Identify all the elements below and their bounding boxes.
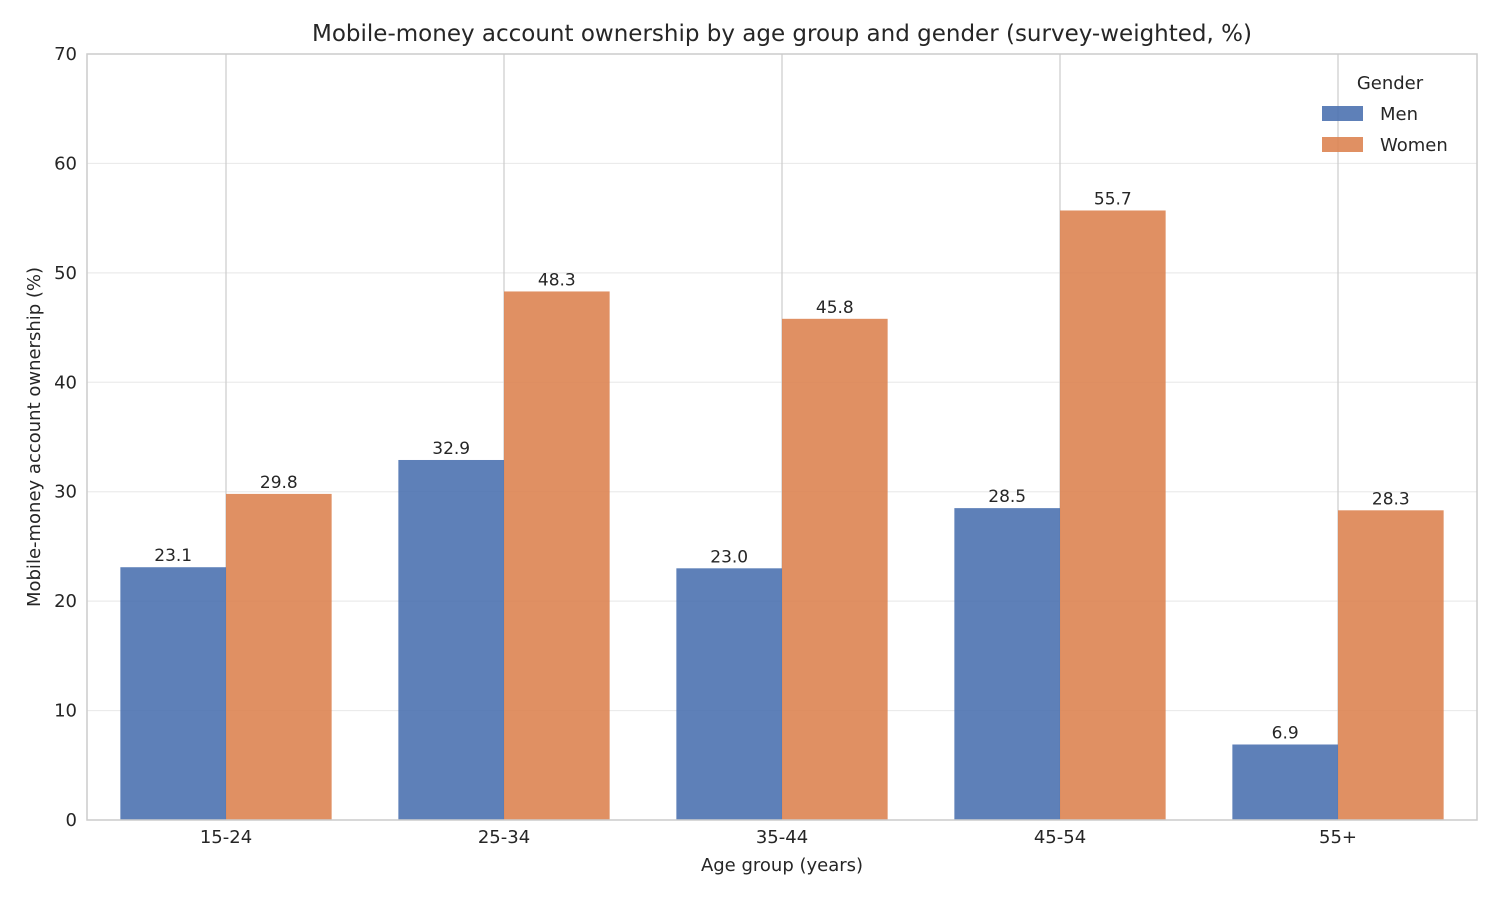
x-tick-label: 45-54 <box>1034 827 1086 848</box>
data-label: 32.9 <box>432 439 470 459</box>
x-tick-label: 25-34 <box>478 827 530 848</box>
bar-women-55+ <box>1338 510 1444 820</box>
bar-women-45-54 <box>1060 210 1166 821</box>
y-tick-label: 10 <box>54 701 77 722</box>
data-label: 45.8 <box>816 298 854 318</box>
x-axis-ticks: 15-24 25-34 35-44 45-54 55+ <box>200 827 1357 848</box>
bar-men-25-34 <box>398 459 504 820</box>
y-tick-label: 0 <box>66 810 77 831</box>
data-label: 48.3 <box>538 270 576 290</box>
bar-women-25-34 <box>504 291 610 821</box>
bar-women-15-24 <box>226 493 332 820</box>
data-label: 55.7 <box>1094 189 1132 209</box>
bar-men-35-44 <box>676 568 782 820</box>
y-axis-label: Mobile-money account ownership (%) <box>24 267 45 607</box>
bar-men-15-24 <box>120 567 226 820</box>
y-axis-ticks: 0 10 20 30 40 50 60 70 <box>54 44 77 831</box>
y-tick-label: 70 <box>54 44 77 65</box>
x-tick-label: 35-44 <box>756 827 808 848</box>
data-label: 28.5 <box>988 487 1026 507</box>
x-tick-label: 55+ <box>1319 827 1357 848</box>
data-label: 23.0 <box>710 547 748 567</box>
y-tick-label: 20 <box>54 591 77 612</box>
data-label: 28.3 <box>1372 489 1410 509</box>
bar-women-35-44 <box>782 318 888 820</box>
bars-layer <box>120 210 1444 821</box>
bar-men-45-54 <box>954 508 1060 820</box>
legend-title: Gender <box>1357 73 1424 94</box>
legend: Gender Men Women <box>1322 73 1448 156</box>
legend-swatch-women <box>1322 137 1363 152</box>
data-labels-layer: 23.1 32.9 23.0 28.5 6.9 29.8 48.3 45.8 55.7 28.3 <box>154 189 1409 743</box>
y-tick-label: 60 <box>54 153 77 174</box>
legend-label-men: Men <box>1380 104 1418 125</box>
y-tick-label: 30 <box>54 482 77 503</box>
legend-label-women: Women <box>1380 135 1448 156</box>
x-axis-label: Age group (years) <box>701 855 863 876</box>
y-tick-label: 50 <box>54 263 77 284</box>
data-label: 23.1 <box>154 546 192 566</box>
data-label: 29.8 <box>260 473 298 493</box>
plot-frame <box>86 53 1478 821</box>
legend-swatch-men <box>1322 106 1363 121</box>
x-tick-label: 15-24 <box>200 827 252 848</box>
chart-title: Mobile-money account ownership by age gr… <box>312 21 1252 47</box>
data-label: 6.9 <box>1272 723 1299 743</box>
bar-men-55+ <box>1232 744 1338 820</box>
y-tick-label: 40 <box>54 372 77 393</box>
